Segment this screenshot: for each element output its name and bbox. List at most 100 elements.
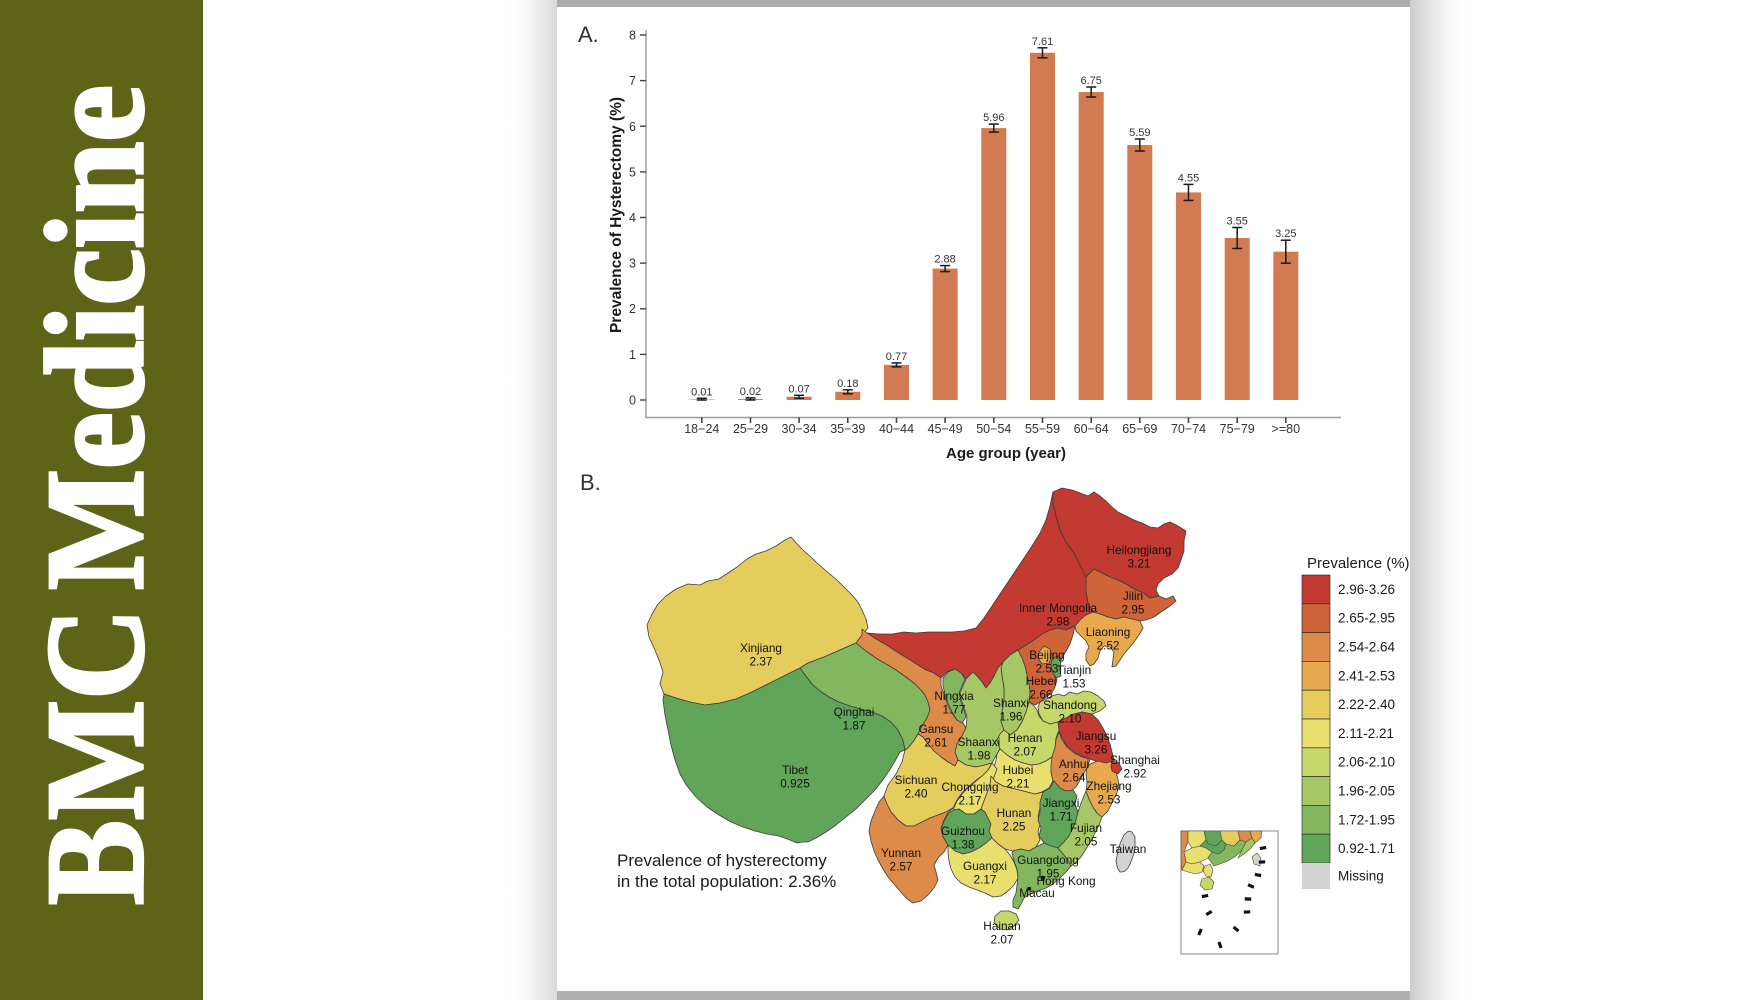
svg-text:Fujian: Fujian <box>1070 821 1102 835</box>
svg-text:1.98: 1.98 <box>968 749 991 763</box>
svg-text:0.92-1.71: 0.92-1.71 <box>1338 841 1395 856</box>
svg-text:30−34: 30−34 <box>782 422 817 436</box>
svg-text:Hong Kong: Hong Kong <box>1036 874 1095 888</box>
svg-text:0.925: 0.925 <box>780 777 810 791</box>
svg-text:Prevalence of hysterectomy: Prevalence of hysterectomy <box>617 851 827 870</box>
svg-text:0.77: 0.77 <box>886 351 907 363</box>
svg-text:Sichuan: Sichuan <box>895 773 938 787</box>
svg-text:2.61: 2.61 <box>925 736 948 750</box>
svg-text:Guizhou: Guizhou <box>941 824 985 838</box>
svg-text:7: 7 <box>629 74 636 88</box>
svg-text:Hainan: Hainan <box>983 919 1020 933</box>
svg-text:65−69: 65−69 <box>1122 422 1157 436</box>
svg-text:Jilin: Jilin <box>1123 589 1143 603</box>
svg-text:5.59: 5.59 <box>1129 127 1150 139</box>
svg-text:2.64: 2.64 <box>1063 771 1086 785</box>
svg-text:1.38: 1.38 <box>952 838 975 852</box>
svg-text:Anhui: Anhui <box>1059 757 1089 771</box>
svg-text:2.65-2.95: 2.65-2.95 <box>1338 611 1395 626</box>
svg-text:2.92: 2.92 <box>1124 767 1147 781</box>
svg-text:3.25: 3.25 <box>1275 228 1296 240</box>
svg-text:1.96: 1.96 <box>1000 710 1023 724</box>
svg-text:Chongqing: Chongqing <box>941 780 998 794</box>
svg-text:2.57: 2.57 <box>890 860 913 874</box>
svg-text:Prevalence (%): Prevalence (%) <box>1307 555 1410 572</box>
svg-text:2.52: 2.52 <box>1097 639 1120 653</box>
svg-text:Shandong: Shandong <box>1043 698 1097 712</box>
svg-text:Henan: Henan <box>1008 731 1043 745</box>
svg-text:3.55: 3.55 <box>1226 216 1247 228</box>
svg-text:0.01: 0.01 <box>691 386 712 398</box>
svg-text:Hubei: Hubei <box>1003 763 1034 777</box>
svg-text:2.17: 2.17 <box>974 873 997 887</box>
svg-text:2.98: 2.98 <box>1047 615 1070 629</box>
svg-text:>=80: >=80 <box>1272 422 1301 436</box>
svg-text:7.61: 7.61 <box>1032 36 1053 48</box>
svg-text:B.: B. <box>580 470 601 495</box>
svg-text:Ningxia: Ningxia <box>934 689 974 703</box>
svg-text:Missing: Missing <box>1338 869 1384 884</box>
svg-text:Prevalence of Hysterectomy (%): Prevalence of Hysterectomy (%) <box>608 97 625 333</box>
svg-text:Jiangxi: Jiangxi <box>1043 796 1080 810</box>
svg-text:2.66: 2.66 <box>1030 688 1053 702</box>
svg-text:1.87: 1.87 <box>843 719 866 733</box>
svg-text:Macau: Macau <box>1019 886 1054 900</box>
svg-text:Qinghai: Qinghai <box>834 705 875 719</box>
svg-text:Age group (year): Age group (year) <box>946 445 1066 462</box>
svg-text:1.53: 1.53 <box>1063 677 1086 691</box>
svg-text:Shaanxi: Shaanxi <box>958 735 1001 749</box>
svg-text:2.41-2.53: 2.41-2.53 <box>1338 668 1395 683</box>
svg-text:2.07: 2.07 <box>1014 745 1037 759</box>
svg-text:Gansu: Gansu <box>919 722 954 736</box>
svg-text:2.17: 2.17 <box>959 794 982 808</box>
svg-text:2.95: 2.95 <box>1122 603 1145 617</box>
svg-text:Zhejiang: Zhejiang <box>1086 779 1131 793</box>
svg-text:70−74: 70−74 <box>1171 422 1206 436</box>
svg-text:Shanxi: Shanxi <box>993 696 1029 710</box>
svg-text:2.06-2.10: 2.06-2.10 <box>1338 755 1395 770</box>
svg-text:BMC: BMC <box>18 608 173 905</box>
svg-text:Medicine: Medicine <box>18 85 173 590</box>
svg-text:3.26: 3.26 <box>1085 743 1108 757</box>
svg-text:3.21: 3.21 <box>1128 557 1151 571</box>
svg-text:1.72-1.95: 1.72-1.95 <box>1338 812 1395 827</box>
svg-text:Guangxi: Guangxi <box>963 859 1007 873</box>
svg-text:Yunnan: Yunnan <box>881 846 921 860</box>
svg-text:2.05: 2.05 <box>1075 835 1098 849</box>
svg-text:2.54-2.64: 2.54-2.64 <box>1338 640 1396 655</box>
svg-text:0.02: 0.02 <box>740 386 761 398</box>
svg-text:60−64: 60−64 <box>1074 422 1109 436</box>
svg-text:2.88: 2.88 <box>934 254 955 266</box>
svg-text:35−39: 35−39 <box>830 422 865 436</box>
svg-text:1.77: 1.77 <box>943 703 966 717</box>
svg-text:in the total population: 2.36%: in the total population: 2.36% <box>617 872 836 891</box>
svg-text:2.22-2.40: 2.22-2.40 <box>1338 697 1395 712</box>
svg-text:Tibet: Tibet <box>782 763 809 777</box>
svg-text:75−79: 75−79 <box>1220 422 1255 436</box>
svg-text:0.18: 0.18 <box>837 378 858 390</box>
svg-text:Beijing: Beijing <box>1029 648 1064 662</box>
svg-text:4.55: 4.55 <box>1178 172 1199 184</box>
svg-text:40−44: 40−44 <box>879 422 914 436</box>
svg-text:2.37: 2.37 <box>750 655 773 669</box>
svg-text:A.: A. <box>578 22 599 47</box>
svg-text:5: 5 <box>629 165 636 179</box>
svg-text:2.96-3.26: 2.96-3.26 <box>1338 582 1395 597</box>
svg-text:Taiwan: Taiwan <box>1110 842 1147 856</box>
svg-text:2.25: 2.25 <box>1003 820 1026 834</box>
svg-text:1.96-2.05: 1.96-2.05 <box>1338 784 1395 799</box>
svg-text:6: 6 <box>629 120 636 134</box>
svg-text:2.07: 2.07 <box>991 933 1014 947</box>
svg-text:Hebei: Hebei <box>1026 674 1057 688</box>
svg-text:2: 2 <box>629 302 636 316</box>
svg-text:4: 4 <box>629 211 636 225</box>
svg-text:6.75: 6.75 <box>1080 75 1101 87</box>
svg-text:Xinjiang: Xinjiang <box>740 641 782 655</box>
svg-text:Liaoning: Liaoning <box>1086 625 1131 639</box>
svg-text:8: 8 <box>629 29 636 43</box>
svg-text:50−54: 50−54 <box>976 422 1011 436</box>
svg-text:Inner Mongolia: Inner Mongolia <box>1019 601 1097 615</box>
svg-text:0.07: 0.07 <box>788 383 809 395</box>
svg-text:2.21: 2.21 <box>1007 777 1030 791</box>
svg-text:45−49: 45−49 <box>928 422 963 436</box>
